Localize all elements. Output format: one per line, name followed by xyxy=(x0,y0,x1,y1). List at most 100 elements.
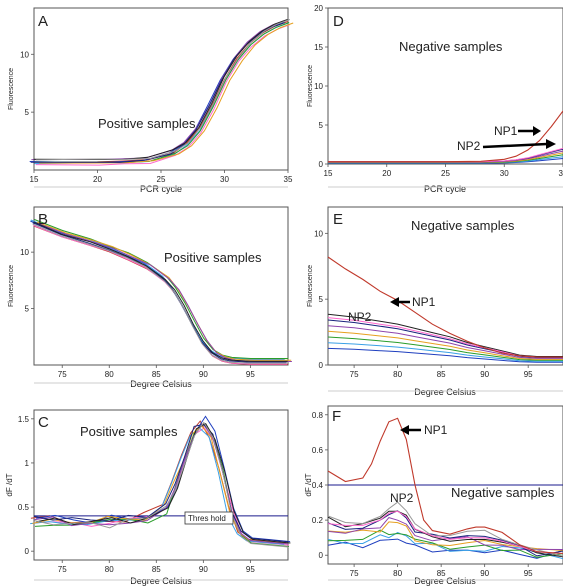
y-tick-label: 10 xyxy=(20,248,29,257)
panel-c-letter: C xyxy=(38,414,49,431)
x-tick-label: 90 xyxy=(199,565,208,574)
panel-d-np1-arrowhead xyxy=(533,126,541,136)
x-tick-label: 20 xyxy=(382,169,391,178)
panel-f-annotation: Negative samples xyxy=(451,485,555,500)
panel-e-xlabel: Degree Celsius xyxy=(414,387,476,397)
panel-f: 75 80 85 90 95 0 0.2 0.4 0.6 0.8 F Negative sampl… xyxy=(304,405,563,586)
sample-line xyxy=(327,521,563,551)
y-tick-label: 0 xyxy=(319,551,324,560)
panel-e-ylabel: Fluorescence xyxy=(307,265,314,307)
panel-c-ylabel: dF /dT xyxy=(5,473,14,496)
panel-b-lines xyxy=(30,219,292,365)
panel-d-np2-arrowhead xyxy=(546,139,556,149)
panel-a-lines xyxy=(29,19,294,166)
x-tick-label: 90 xyxy=(480,370,489,379)
panel-a-letter: A xyxy=(38,13,48,30)
sample-line xyxy=(39,22,294,164)
panel-b-ticks: 75 80 85 90 95 5 10 xyxy=(20,248,255,379)
sample-line xyxy=(33,422,289,545)
sample-line xyxy=(30,427,285,545)
y-tick-label: 5 xyxy=(25,305,30,314)
x-tick-label: 85 xyxy=(437,370,446,379)
panel-c-lines xyxy=(30,415,291,548)
x-tick-label: 25 xyxy=(441,169,450,178)
x-tick-label: 25 xyxy=(157,175,166,184)
sample-line xyxy=(327,336,563,361)
panel-f-np1-arrowhead xyxy=(400,425,409,435)
panel-d-np1-label: NP1 xyxy=(494,124,518,138)
y-tick-label: 20 xyxy=(314,4,323,13)
x-tick-label: 95 xyxy=(524,370,533,379)
np1-line xyxy=(327,417,563,555)
panel-f-np2-label: NP2 xyxy=(390,491,414,505)
sample-line xyxy=(327,538,563,559)
x-tick-label: 75 xyxy=(58,370,67,379)
sample-line xyxy=(34,421,289,548)
np1-line xyxy=(327,256,563,358)
panel-c-threshold-label-box xyxy=(184,511,234,525)
sample-line xyxy=(327,342,563,362)
panel-d-np2-label: NP2 xyxy=(457,139,481,153)
y-tick-label: 10 xyxy=(314,82,323,91)
sample-line xyxy=(327,529,563,558)
panel-a-ticks: 15 20 25 30 35 5 10 xyxy=(20,50,293,184)
panel-e-np1-label: NP1 xyxy=(412,295,436,309)
panel-b-ylabel: Fluorescence xyxy=(8,265,15,307)
panel-d-np2-arrow xyxy=(482,142,548,149)
panel-f-xlabel: Degree Celsius xyxy=(414,576,476,586)
x-tick-label: 35 xyxy=(284,175,293,184)
panel-b-xlabel: Degree Celsius xyxy=(130,379,192,389)
y-tick-label: 0.4 xyxy=(312,481,324,490)
panel-c: 75 80 85 90 95 0 0.5 1 1.5 C Positive samples Th… xyxy=(5,409,291,586)
y-tick-label: 0 xyxy=(25,547,30,556)
panel-e-ticks: 75 80 85 90 95 0 5 10 xyxy=(314,229,533,379)
x-tick-label: 35 xyxy=(559,169,563,178)
x-tick-label: 85 xyxy=(437,569,446,578)
panel-e-np2-label: NP2 xyxy=(348,310,372,324)
panel-b-annotation: Positive samples xyxy=(164,250,262,265)
np1-line xyxy=(328,110,563,163)
x-tick-label: 15 xyxy=(324,169,333,178)
panel-b-letter: B xyxy=(38,211,48,228)
sample-line xyxy=(30,22,285,163)
y-tick-label: 1.5 xyxy=(18,415,30,424)
panel-a-annotation: Positive samples xyxy=(98,116,196,131)
sample-line xyxy=(327,325,563,359)
x-tick-label: 30 xyxy=(220,175,229,184)
sample-line xyxy=(327,313,563,357)
sample-line xyxy=(34,423,289,543)
panel-b-frame xyxy=(33,206,289,366)
panel-e-lines xyxy=(327,256,563,363)
panel-c-xlabel: Degree Celsius xyxy=(130,576,192,586)
sample-line xyxy=(327,330,563,360)
panel-f-lines xyxy=(327,417,563,560)
sample-line xyxy=(327,517,563,551)
sample-line xyxy=(37,222,292,362)
y-tick-label: 0.6 xyxy=(312,446,324,455)
panel-d-annotation: Negative samples xyxy=(399,39,503,54)
panel-a: 15 20 25 30 35 5 10 A Positive samples PCR cyc… xyxy=(8,7,294,194)
y-tick-label: 5 xyxy=(319,121,324,130)
x-tick-label: 85 xyxy=(152,565,161,574)
panel-d-letter: D xyxy=(333,13,344,30)
y-tick-label: 0 xyxy=(319,160,324,169)
y-tick-label: 5 xyxy=(25,108,30,117)
x-tick-label: 75 xyxy=(350,569,359,578)
y-tick-label: 15 xyxy=(314,43,323,52)
sample-line xyxy=(327,347,563,363)
panel-d: 15 20 25 30 35 0 5 10 15 20 D Negative samples NP… xyxy=(307,4,563,194)
np2-line xyxy=(327,510,563,554)
panel-d-ticks: 15 20 25 30 35 0 5 10 15 20 xyxy=(314,4,563,178)
sample-line xyxy=(35,24,290,166)
panel-c-threshold-label: Thres hold xyxy=(188,514,226,523)
x-tick-label: 80 xyxy=(105,565,114,574)
panel-e: 75 80 85 90 95 0 5 10 E Negative samples NP1 NP… xyxy=(307,206,563,397)
panel-f-np1-label: NP1 xyxy=(424,423,448,437)
x-tick-label: 30 xyxy=(500,169,509,178)
panel-e-letter: E xyxy=(333,211,343,228)
panel-d-lines xyxy=(328,110,563,164)
x-tick-label: 90 xyxy=(199,370,208,379)
y-tick-label: 10 xyxy=(314,229,323,238)
y-tick-label: 5 xyxy=(319,295,324,304)
